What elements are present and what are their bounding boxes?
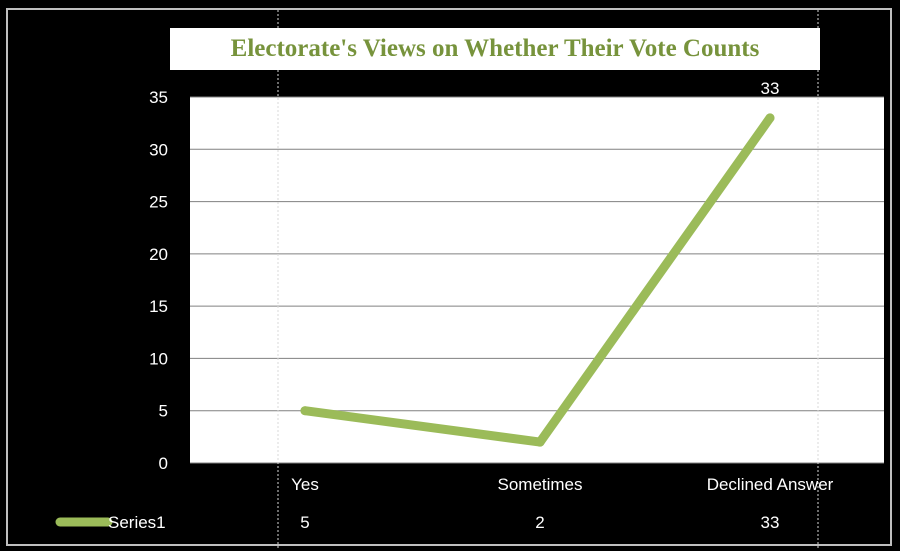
- table-value: 2: [535, 513, 544, 532]
- table-value: 33: [761, 513, 780, 532]
- table-value: 5: [300, 513, 309, 532]
- y-tick-label: 5: [159, 402, 168, 421]
- data-labels: 33: [761, 79, 780, 98]
- y-axis: 0 5 10 15 20 25 30 35: [149, 88, 168, 473]
- data-point: [300, 406, 310, 416]
- plot-area: [190, 97, 884, 463]
- data-label: 33: [761, 79, 780, 98]
- y-tick-label: 30: [149, 140, 168, 159]
- x-tick-label: Sometimes: [497, 475, 582, 494]
- x-tick-label: Declined Answer: [707, 475, 834, 494]
- x-axis: Yes Sometimes Declined Answer: [291, 475, 834, 494]
- series-segment: [535, 113, 775, 447]
- chart-title: Electorate's Views on Whether Their Vote…: [230, 35, 760, 62]
- y-tick-label: 25: [149, 193, 168, 212]
- y-tick-label: 0: [159, 454, 168, 473]
- data-point: [765, 113, 775, 123]
- data-point: [535, 437, 545, 447]
- x-tick-label: Yes: [291, 475, 319, 494]
- y-tick-label: 15: [149, 297, 168, 316]
- series-segment: [300, 406, 545, 447]
- y-tick-label: 10: [149, 349, 168, 368]
- series-lines: [300, 113, 775, 447]
- y-tick-label: 35: [149, 88, 168, 107]
- legend-series-name: Series1: [108, 513, 166, 532]
- category-dividers: [277, 10, 819, 548]
- data-table: Series1 5 2 33: [55, 513, 780, 532]
- y-tick-label: 20: [149, 245, 168, 264]
- chart-title-box: Electorate's Views on Whether Their Vote…: [170, 28, 820, 70]
